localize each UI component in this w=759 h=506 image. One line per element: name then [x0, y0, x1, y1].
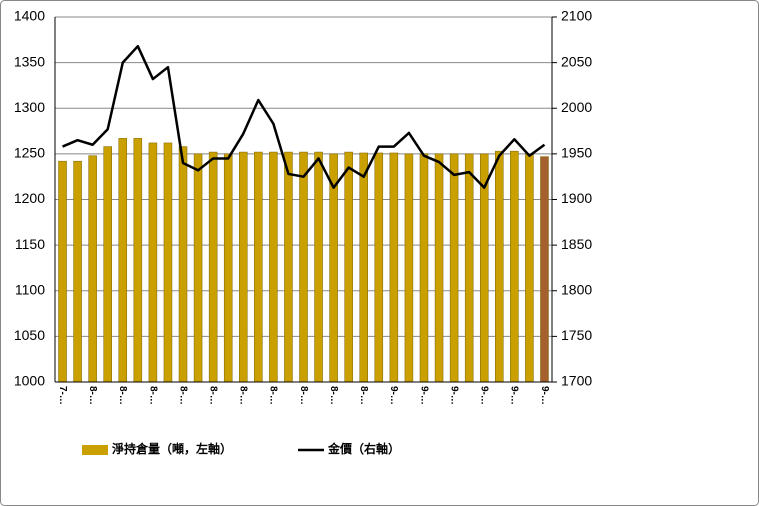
y2-tick-label: 1750: [561, 327, 592, 343]
bar: [525, 153, 534, 383]
bar: [419, 153, 429, 383]
bar: [73, 160, 82, 383]
x-tick-label: 8-…: [358, 386, 369, 405]
bar: [148, 142, 158, 383]
bar: [193, 153, 203, 383]
x-tick-label: 8-…: [87, 386, 98, 405]
bar: [359, 152, 368, 383]
x-tick-label: 9-…: [418, 386, 429, 405]
y-tick-label: 1350: [14, 53, 45, 69]
x-tick-label: 9-…: [509, 386, 520, 405]
bar: [223, 153, 233, 383]
y2-tick-label: 2100: [561, 8, 592, 24]
y2-tick-label: 1850: [561, 236, 592, 252]
bar: [464, 153, 474, 383]
bar: [58, 160, 67, 383]
y2-tick-label: 2050: [561, 53, 592, 69]
bar: [374, 152, 384, 383]
bar: [449, 153, 459, 383]
x-tick-label: 8-…: [177, 386, 188, 405]
bar: [299, 151, 308, 383]
y-tick-label: 1400: [14, 8, 45, 24]
y-tick-label: 1150: [15, 236, 45, 252]
x-tick-label: 8-…: [207, 386, 218, 405]
x-tick-label: 8-…: [328, 386, 339, 405]
x-tick-label: 8-…: [147, 386, 158, 405]
x-tick-label: 9-…: [539, 386, 550, 405]
bar: [510, 150, 519, 383]
x-tick-label: 9-…: [448, 386, 459, 405]
y-tick-label: 1300: [14, 99, 45, 115]
bar: [540, 156, 549, 383]
legend-swatch: [82, 445, 108, 455]
y-tick-label: 1250: [14, 145, 45, 161]
bar: [389, 152, 399, 383]
y-tick-label: 1050: [14, 327, 45, 343]
legend-label: 淨持倉量（噸，左軸）: [111, 441, 232, 456]
x-tick-label: 8-…: [298, 386, 309, 405]
y2-tick-label: 1800: [561, 281, 592, 297]
line: [62, 44, 546, 189]
y-tick-label: 1100: [15, 281, 45, 297]
bar: [118, 138, 128, 383]
x-tick-label: 8-…: [238, 386, 249, 405]
legend-label: 金價（右軸）: [327, 441, 400, 456]
bar: [239, 151, 248, 383]
x-tick-label: 8-…: [268, 386, 279, 405]
bar: [103, 146, 112, 383]
bar: [178, 146, 188, 383]
y2-tick-label: 1950: [561, 145, 592, 161]
x-tick-label: 9-…: [388, 386, 399, 405]
bar: [284, 151, 293, 383]
bar: [434, 153, 444, 383]
bar: [314, 151, 323, 383]
bar: [344, 151, 353, 383]
bar: [133, 138, 143, 383]
y-tick-label: 1000: [14, 373, 45, 389]
y2-tick-label: 1700: [561, 373, 592, 389]
bar: [254, 151, 263, 383]
bar: [88, 155, 97, 383]
x-tick-label: 7-…: [57, 386, 68, 405]
y2-tick-label: 2000: [561, 99, 592, 115]
x-tick-label: 9-…: [479, 386, 490, 405]
x-tick-label: 8-…: [117, 386, 128, 405]
bar: [163, 142, 173, 383]
y-tick-label: 1200: [14, 190, 45, 206]
bar: [404, 153, 414, 383]
bar: [495, 150, 504, 383]
y2-tick-label: 1900: [561, 190, 592, 206]
bar: [208, 151, 218, 383]
bar: [269, 151, 278, 383]
